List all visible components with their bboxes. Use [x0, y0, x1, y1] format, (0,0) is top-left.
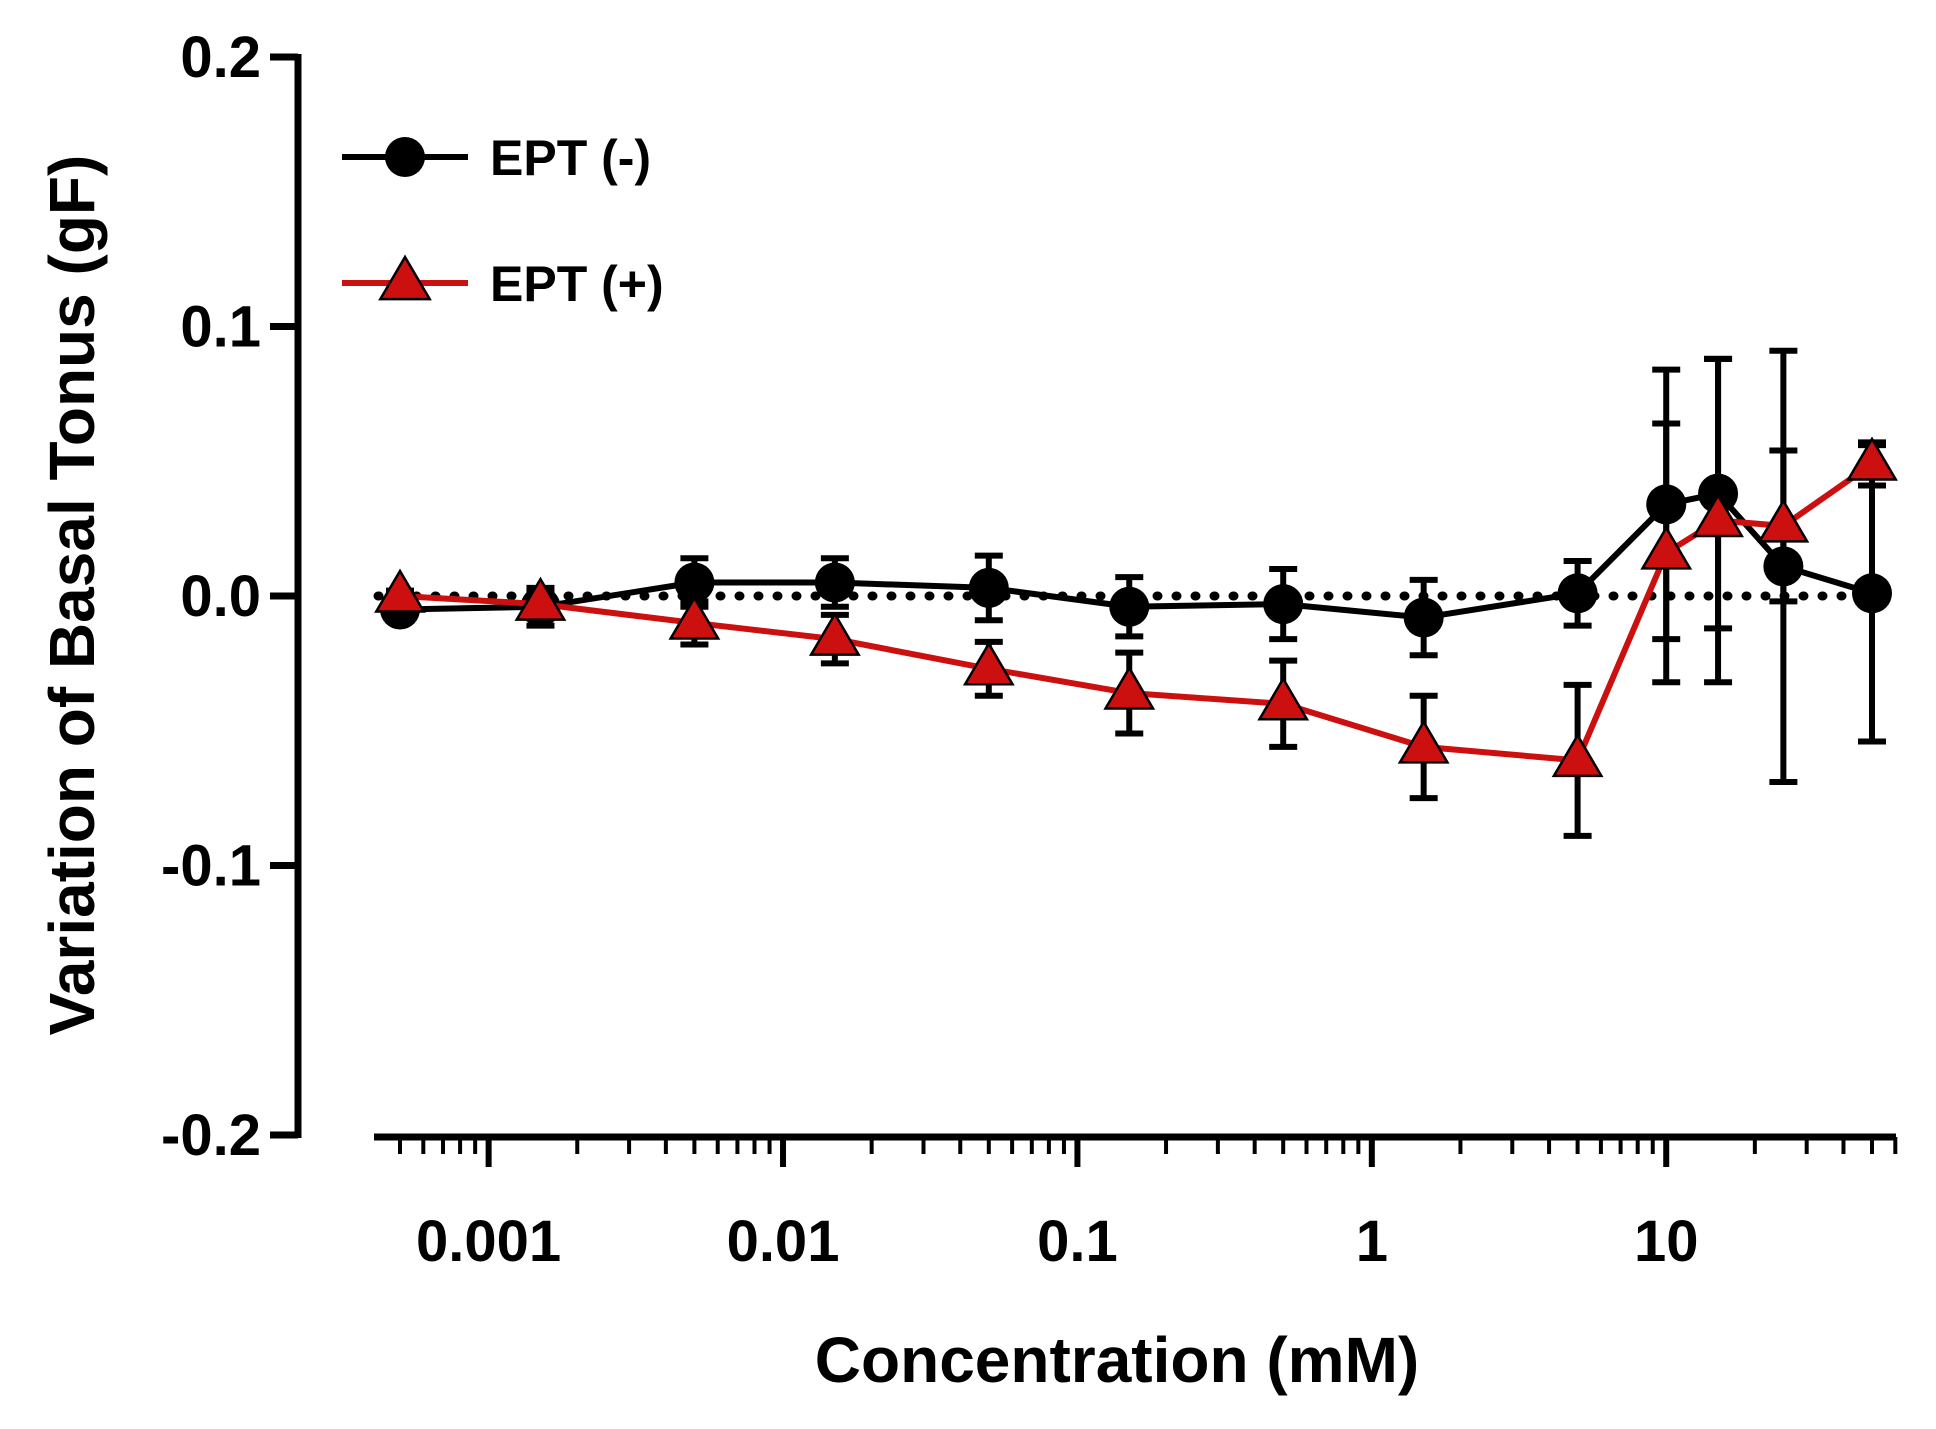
- ept-minus-point: [1852, 573, 1892, 614]
- ept-plus-point: [668, 595, 721, 640]
- series-ept-plus: [374, 355, 1898, 839]
- x-tick-label: 0.001: [416, 1209, 561, 1274]
- ept-minus-point: [968, 567, 1009, 608]
- ept-minus-point: [674, 562, 715, 603]
- ept-plus-point: [378, 254, 432, 301]
- ept-plus-point: [1397, 719, 1450, 764]
- ept-plus-point: [514, 576, 567, 621]
- y-tick-label: 0.0: [180, 564, 261, 629]
- ept-plus-point: [1692, 493, 1744, 538]
- x-tick-label: 0.1: [1037, 1209, 1118, 1274]
- y-tick-label: 0.1: [180, 295, 261, 360]
- ept-plus-point: [808, 611, 861, 656]
- x-axis: 0.001 0.01 0.1 1 10: [374, 1133, 1898, 1274]
- y-tick-label: -0.1: [161, 834, 261, 899]
- ept-plus-point: [1757, 498, 1810, 543]
- y-tick-label: -0.2: [161, 1103, 261, 1168]
- y-axis: 0.2 0.1 0.0 -0.1 -0.2: [161, 25, 302, 1168]
- ept-minus-point: [1403, 597, 1444, 638]
- x-tick-label: 10: [1634, 1209, 1699, 1274]
- y-axis-title: Variation of Basal Tonus (gF): [36, 155, 108, 1036]
- series-layer: [374, 347, 1898, 839]
- ept-plus-point: [1640, 525, 1693, 570]
- y-ticks: 0.2 0.1 0.0 -0.1 -0.2: [161, 25, 298, 1168]
- y-tick-label: 0.2: [180, 25, 261, 90]
- ept-minus-point: [1557, 573, 1598, 614]
- legend-label: EPT (+): [490, 256, 664, 312]
- ept-plus-point: [1846, 436, 1898, 481]
- ept-plus-point: [1257, 676, 1310, 721]
- x-axis-title: Concentration (mM): [815, 1324, 1419, 1396]
- ept-minus-point: [385, 137, 425, 177]
- ept-minus-point: [1109, 586, 1150, 627]
- ept-plus-point: [374, 568, 426, 613]
- x-tick-label: 1: [1356, 1209, 1388, 1274]
- ept-minus-point: [814, 562, 855, 603]
- ept-plus-point: [1551, 732, 1604, 778]
- x-ticks: 0.001 0.01 0.1 1 10: [398, 1137, 1898, 1274]
- legend-item: EPT (+): [342, 254, 664, 312]
- legend: EPT (-) EPT (+): [342, 130, 664, 312]
- legend-label: EPT (-): [490, 130, 651, 186]
- x-tick-label: 0.01: [727, 1209, 840, 1274]
- legend-item: EPT (-): [342, 130, 651, 186]
- ept-minus-point: [1263, 584, 1304, 625]
- ept-plus-point: [962, 641, 1015, 686]
- ept-plus-point: [1103, 665, 1156, 710]
